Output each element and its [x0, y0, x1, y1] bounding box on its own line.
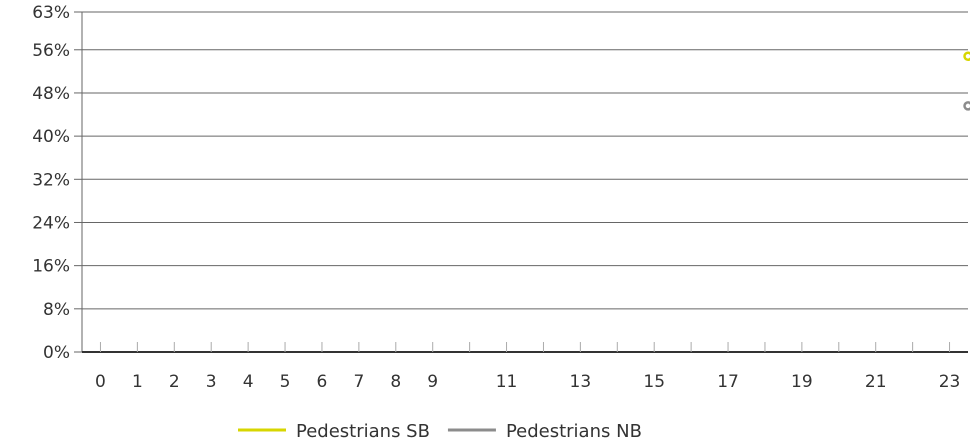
legend-label: Pedestrians SB [296, 421, 430, 442]
x-tick-label: 11 [496, 372, 518, 392]
y-tick-label: 16% [32, 257, 70, 277]
legend-label: Pedestrians NB [506, 421, 642, 442]
x-tick-label: 21 [865, 372, 887, 392]
y-tick-label: 8% [43, 300, 70, 320]
x-tick-label: 2 [169, 372, 180, 392]
x-tick-label: 9 [427, 372, 438, 392]
x-tick-label: 7 [353, 372, 364, 392]
x-tick-label: 8 [390, 372, 401, 392]
x-tick-label: 5 [280, 372, 291, 392]
x-axis-tick-labels: 0 1 2 3 4 5 6 7 8 9 11 13 15 17 19 21 23 [95, 372, 960, 392]
x-tick-label: 0 [95, 372, 106, 392]
gridlines [82, 11, 968, 310]
x-tick-label: 13 [570, 372, 592, 392]
x-tick-label: 17 [717, 372, 739, 392]
data-points [963, 51, 970, 111]
x-tick-label: 4 [243, 372, 254, 392]
y-tick-label: 24% [32, 213, 70, 233]
x-tick-label: 6 [317, 372, 328, 392]
y-tick-label: 56% [32, 41, 70, 61]
x-tick-label: 3 [206, 372, 217, 392]
data-point [963, 51, 970, 62]
x-tick-label: 23 [939, 372, 961, 392]
y-tick-label: 32% [32, 170, 70, 190]
y-tick-label: 0% [43, 343, 70, 363]
legend: Pedestrians SB Pedestrians NB [238, 421, 642, 442]
axes [74, 11, 968, 353]
x-tick-label: 19 [791, 372, 813, 392]
y-tick-label: 40% [32, 127, 70, 147]
data-point [963, 101, 970, 111]
x-tick-label: 1 [132, 372, 143, 392]
y-axis-tick-labels: 0% 8% 16% 24% 32% 40% 48% 56% 63% [32, 3, 70, 363]
x-tick-label: 15 [643, 372, 665, 392]
y-tick-label: 48% [32, 84, 70, 104]
y-tick-label: 63% [32, 3, 70, 23]
